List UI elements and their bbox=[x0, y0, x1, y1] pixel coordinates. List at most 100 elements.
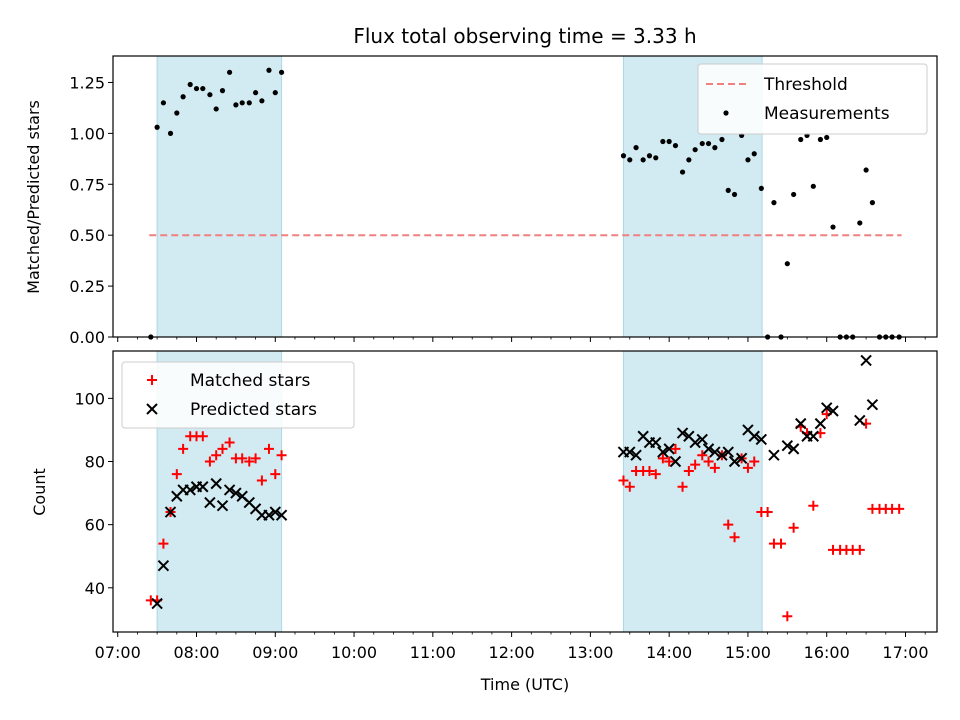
predicted-star-point bbox=[157, 559, 170, 572]
measurement-point bbox=[246, 100, 252, 106]
top-x-axis-ticks bbox=[117, 337, 926, 342]
predicted-star-point bbox=[854, 414, 866, 427]
measurement-point bbox=[174, 110, 180, 116]
matched-legend-label: Matched stars bbox=[190, 371, 310, 391]
matched-star-point bbox=[690, 459, 701, 470]
measurement-point bbox=[180, 94, 186, 100]
measurement-point bbox=[160, 100, 167, 106]
predicted-star-point bbox=[795, 417, 807, 430]
x-tick-label: 09:00 bbox=[252, 643, 298, 662]
measurement-point bbox=[252, 90, 259, 96]
predicted-star-point bbox=[860, 354, 872, 367]
predicted-star-point bbox=[728, 455, 741, 468]
matched-star-point bbox=[703, 456, 714, 467]
bottom-y-axis-label: Count bbox=[30, 468, 49, 516]
predicted-star-point bbox=[650, 436, 662, 449]
predicted-star-point bbox=[210, 477, 222, 490]
matched-legend-swatch bbox=[147, 375, 157, 385]
measurement-point bbox=[213, 106, 219, 112]
top-measurement-points bbox=[148, 67, 902, 340]
y-tick-label: 100 bbox=[74, 389, 105, 408]
measurement-point bbox=[824, 134, 830, 141]
matched-star-point bbox=[158, 538, 169, 549]
matched-star-point bbox=[650, 469, 661, 480]
predicted-star-point bbox=[630, 449, 642, 461]
top-legend: Threshold Measurements bbox=[697, 63, 928, 135]
measurement-point bbox=[705, 140, 712, 147]
matched-star-point bbox=[237, 453, 248, 464]
predicted-star-point bbox=[204, 496, 216, 509]
predicted-star-point bbox=[755, 433, 768, 446]
matched-star-point bbox=[749, 456, 760, 467]
matched-star-point bbox=[782, 611, 793, 622]
x-tick-label: 13:00 bbox=[567, 643, 613, 662]
matched-star-point bbox=[776, 538, 787, 549]
measurement-point bbox=[745, 157, 751, 163]
x-tick-label: 16:00 bbox=[804, 643, 850, 662]
predicted-star-point bbox=[263, 509, 275, 521]
matched-star-point bbox=[894, 503, 905, 514]
measurement-point bbox=[278, 69, 285, 75]
matched-star-point bbox=[854, 544, 865, 555]
measurement-point bbox=[627, 157, 633, 163]
shaded-span bbox=[156, 55, 283, 338]
measurement-point bbox=[620, 153, 627, 159]
matched-star-point bbox=[808, 500, 819, 511]
matched-star-point bbox=[657, 453, 668, 464]
matched-star-point bbox=[244, 456, 255, 467]
x-tick-label: 14:00 bbox=[646, 643, 692, 662]
matched-star-point bbox=[644, 465, 655, 476]
predicted-star-point bbox=[735, 452, 748, 465]
predicted-star-point bbox=[781, 440, 794, 452]
matched-star-point bbox=[211, 450, 222, 461]
bottom-legend: Matched stars Predicted stars bbox=[121, 361, 355, 429]
matched-star-point bbox=[270, 469, 281, 480]
measurement-point bbox=[758, 185, 764, 191]
y-tick-label: 0.00 bbox=[69, 328, 105, 347]
measurement-point bbox=[219, 88, 226, 94]
top-panel: 0.00 0.25 0.50 0.75 1.00 1.25 Matched/Predict… bbox=[24, 55, 938, 347]
matched-star-point bbox=[276, 450, 287, 461]
matched-star-point bbox=[171, 469, 182, 480]
y-tick-label: 0.50 bbox=[69, 226, 105, 245]
predicted-star-point bbox=[722, 446, 734, 458]
matched-star-point bbox=[709, 462, 720, 473]
predicted-star-point bbox=[216, 500, 229, 512]
matched-star-point bbox=[224, 437, 235, 448]
y-tick-label: 1.00 bbox=[69, 124, 105, 143]
matched-star-point bbox=[697, 450, 708, 461]
measurement-point bbox=[207, 92, 213, 98]
measurement-point bbox=[791, 191, 797, 198]
measurement-point bbox=[239, 100, 245, 106]
bottom-panel: 40 60 80 100 07:00 08:00 09:00 10:00 11:00 12:00… bbox=[30, 350, 938, 694]
matched-star-point bbox=[677, 481, 688, 492]
threshold-legend-label: Threshold bbox=[763, 75, 848, 95]
bottom-plot-frame bbox=[112, 350, 938, 633]
top-shaded-spans bbox=[156, 55, 763, 338]
predicted-star-point bbox=[716, 449, 728, 461]
predicted-star-point bbox=[663, 443, 675, 455]
predicted-star-point bbox=[748, 430, 760, 442]
x-tick-label: 10:00 bbox=[331, 643, 377, 662]
measurement-point bbox=[653, 155, 659, 161]
predicted-star-point bbox=[657, 446, 669, 458]
predicted-star-point bbox=[269, 506, 281, 518]
measurement-point bbox=[672, 142, 679, 149]
measurement-point bbox=[167, 130, 174, 136]
matched-star-point bbox=[250, 453, 261, 464]
measurement-point bbox=[266, 67, 272, 73]
predicted-star-point bbox=[689, 436, 701, 449]
predicted-star-point bbox=[223, 484, 236, 496]
predicted-legend-marker bbox=[146, 403, 158, 415]
top-y-axis-ticks: 0.00 0.25 0.50 0.75 1.00 1.25 bbox=[69, 73, 113, 347]
measurement-point bbox=[233, 102, 239, 108]
measurement-point bbox=[830, 224, 836, 230]
predicted-star-point bbox=[814, 417, 827, 430]
matched-star-point bbox=[624, 481, 635, 492]
figure-title: Flux total observing time = 3.33 h bbox=[353, 24, 696, 48]
top-legend-box bbox=[697, 63, 928, 135]
measurement-point bbox=[731, 191, 738, 198]
measurement-point bbox=[272, 90, 278, 96]
measurement-point bbox=[193, 85, 200, 92]
